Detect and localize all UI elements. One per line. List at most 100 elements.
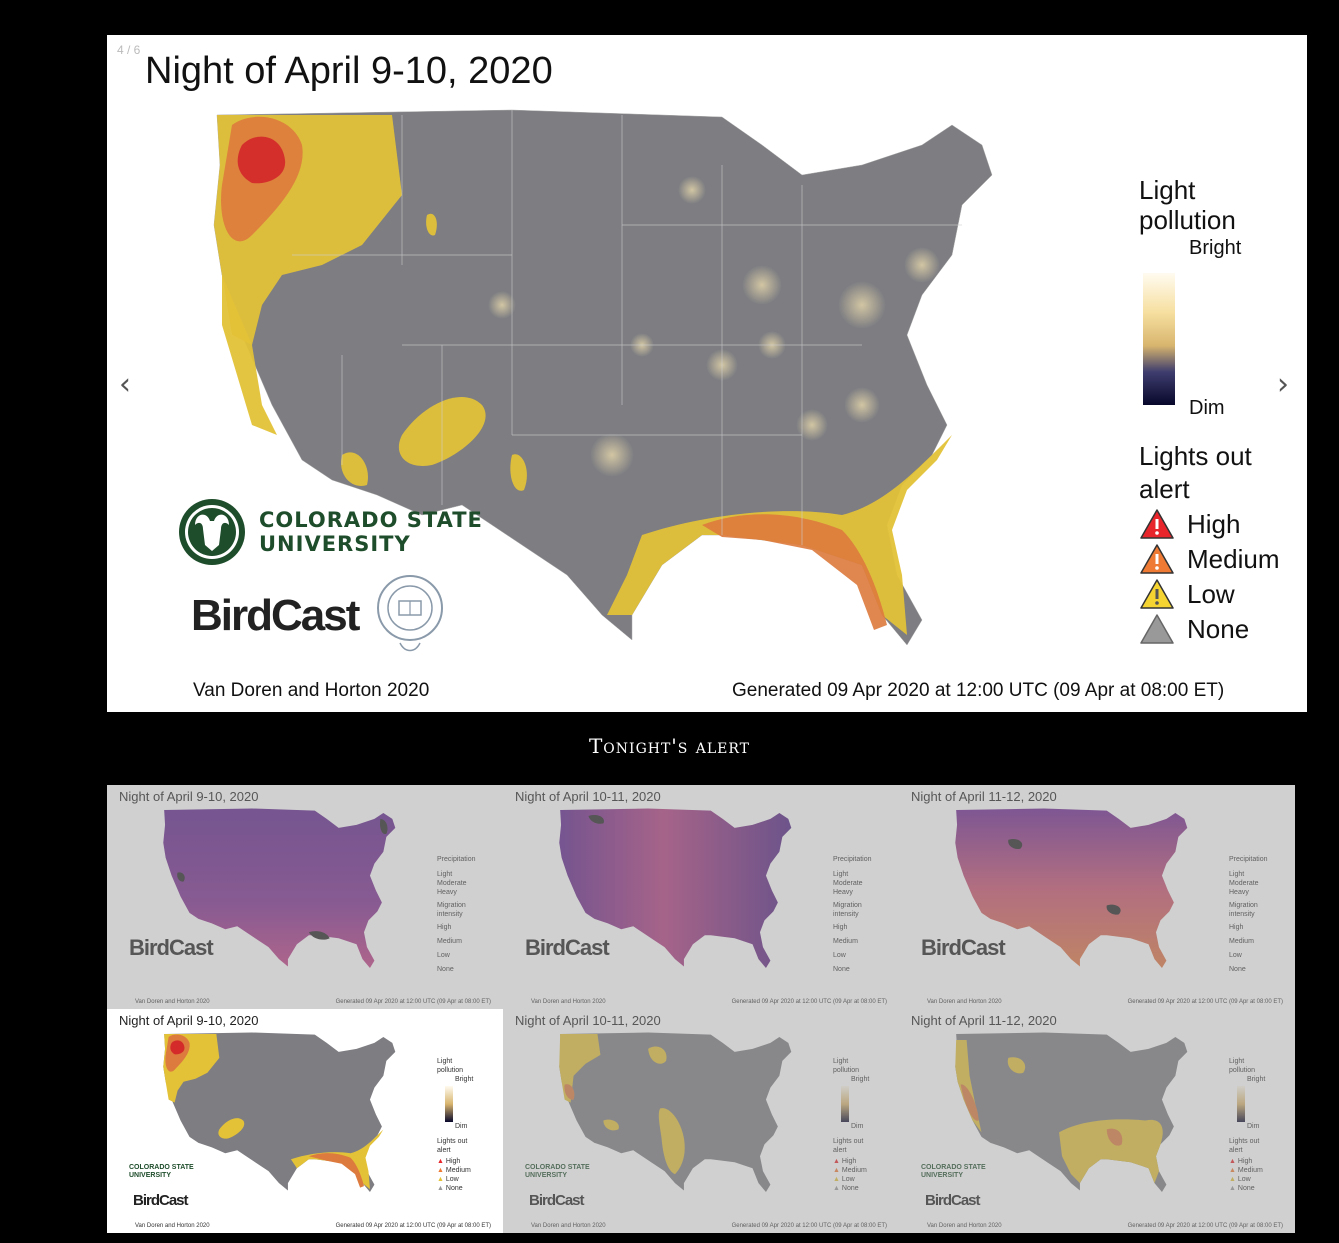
alert-title: alert [1229, 1147, 1243, 1154]
csu-logo: COLORADO STATE UNIVERSITY [921, 1164, 986, 1180]
alert-level-label: High [1237, 1158, 1253, 1165]
alert-title: Lights out [833, 1138, 864, 1145]
intensity-level: High [437, 924, 452, 931]
warning-low-icon: ▲ [833, 1176, 840, 1183]
thumbnail-migration-2[interactable]: Night of April 10-11, 2020 Precipitation… [503, 785, 899, 1009]
generated-timestamp: Generated 09 Apr 2020 at 12:00 UTC (09 A… [1127, 1223, 1283, 1229]
alert-title: alert [437, 1147, 451, 1154]
attribution: Van Doren and Horton 2020 [135, 1223, 210, 1229]
triangle-none-icon: ▲ [437, 1185, 444, 1192]
intensity-level: None [1229, 966, 1246, 973]
prev-slide-button[interactable]: ‹ [119, 367, 131, 402]
thumbnail-migration-3[interactable]: Night of April 11-12, 2020 Precipitation… [899, 785, 1295, 1009]
thumbnail-title: Night of April 10-11, 2020 [515, 789, 661, 804]
alert-level-label: High [445, 1158, 461, 1165]
warning-medium-icon: ▲ [1229, 1167, 1236, 1174]
light-pollution-map [559, 1032, 792, 1193]
light-pollution-map [955, 1032, 1188, 1193]
lights-out-alert-title: Lights out alert [1139, 440, 1252, 506]
alert-level-label: None [841, 1185, 859, 1192]
csu-logo: COLORADO STATE UNIVERSITY [129, 1164, 194, 1180]
precip-level: Heavy [437, 889, 457, 896]
thumbnail-title: Night of April 9-10, 2020 [119, 1013, 259, 1028]
intensity-level: Medium [1229, 938, 1254, 945]
next-slide-button[interactable]: › [1277, 367, 1289, 402]
alert-level-label: Medium [1187, 543, 1280, 574]
thumbnail-light-3[interactable]: Night of April 11-12, 2020 Light polluti… [899, 1009, 1295, 1233]
precip-level: Light [833, 871, 849, 878]
precip-level: Light [1229, 871, 1245, 878]
alert-title-line2: alert [1139, 474, 1190, 504]
intensity-level: Low [1229, 952, 1242, 959]
intensity-level: Medium [833, 938, 858, 945]
birdcast-logo: BirdCast [129, 935, 214, 960]
precip-legend: Precipitation Light Moderate Heavy Migra… [1229, 855, 1291, 974]
light-colorbar [1237, 1086, 1245, 1122]
triangle-none-icon: ▲ [1229, 1185, 1236, 1192]
precip-level: Light [437, 871, 453, 878]
attribution: Van Doren and Horton 2020 [927, 999, 1002, 1005]
csu-line1: COLORADO STATE [921, 1164, 986, 1171]
migration-title: Migration [437, 902, 466, 909]
birdcast-logo: BirdCast [191, 591, 360, 640]
precip-title: Precipitation [1229, 856, 1268, 863]
legend-dim-label: Dim [1189, 397, 1225, 419]
csu-line2: UNIVERSITY [259, 532, 411, 556]
light-pollution-colorbar [1143, 273, 1175, 405]
attribution: Van Doren and Horton 2020 [531, 1223, 606, 1229]
generated-timestamp: Generated 09 Apr 2020 at 12:00 UTC (09 A… [731, 999, 887, 1005]
csu-logo: COLORADO STATE UNIVERSITY [525, 1164, 590, 1180]
intensity-level: None [437, 966, 454, 973]
intensity-level: None [833, 966, 850, 973]
light-title: pollution [437, 1067, 464, 1074]
bright-label: Bright [1247, 1076, 1266, 1083]
csu-logo: COLORADO STATE UNIVERSITY [177, 497, 483, 567]
alert-level-label: None [445, 1185, 463, 1192]
attribution: Van Doren and Horton 2020 [193, 680, 430, 701]
precip-level: Moderate [1229, 880, 1259, 887]
alert-level-low: Low [1139, 578, 1235, 610]
migration-map [955, 808, 1188, 969]
birdcast-logo: BirdCast [921, 935, 1006, 960]
alert-region-low-arizona [341, 452, 368, 486]
alert-level-label: Medium [841, 1167, 867, 1174]
light-title: Light [833, 1058, 849, 1065]
precip-title: Precipitation [833, 856, 872, 863]
thumbnail-light-2[interactable]: Night of April 10-11, 2020 Light polluti… [503, 1009, 899, 1233]
intensity-level: Low [437, 952, 450, 959]
migration-title: intensity [1229, 911, 1255, 918]
light-title: Light [437, 1058, 453, 1065]
city-lights [488, 176, 940, 477]
light-legend: Light pollution Bright Dim Lights out al… [833, 1057, 895, 1193]
birdcast-logo: BirdCast [133, 1192, 189, 1209]
intensity-level: High [833, 924, 848, 931]
thumbnail-title: Night of April 9-10, 2020 [119, 789, 259, 804]
state-borders [292, 110, 962, 545]
migration-title: Migration [833, 902, 862, 909]
csu-line2: UNIVERSITY [525, 1172, 568, 1179]
dim-label: Dim [851, 1123, 864, 1130]
thumbnail-light-1-active[interactable]: Night of April 9-10, 2020 Light pollutio… [107, 1009, 503, 1233]
csu-line1: COLORADO STATE [129, 1164, 194, 1171]
generated-timestamp: Generated 09 Apr 2020 at 12:00 UTC (09 A… [1127, 999, 1283, 1005]
alert-level-label: None [1237, 1185, 1255, 1192]
generated-timestamp: Generated 09 Apr 2020 at 12:00 UTC (09 A… [335, 1223, 491, 1229]
alert-level-label: Low [1187, 578, 1235, 609]
alert-region-high-northwest [237, 136, 286, 184]
slide-counter: 4 / 6 [117, 43, 141, 57]
attribution: Van Doren and Horton 2020 [531, 999, 606, 1005]
light-title: pollution [833, 1067, 860, 1074]
migration-title: intensity [437, 911, 463, 918]
light-legend: Light pollution Bright Dim Lights out al… [437, 1057, 499, 1193]
dim-label: Dim [1247, 1123, 1260, 1130]
attribution: Van Doren and Horton 2020 [927, 1223, 1002, 1229]
triangle-none-icon [1140, 614, 1174, 644]
alert-level-label: Medium [445, 1167, 471, 1174]
section-caption: Tonight's alert [588, 734, 751, 758]
thumbnail-migration-1[interactable]: Night of April 9-10, 2020 Precipitation … [107, 785, 503, 1009]
migration-map [559, 808, 792, 969]
csu-line2: UNIVERSITY [921, 1172, 964, 1179]
alert-title: Lights out [437, 1138, 468, 1145]
map-legend: Light pollution Bright Dim Lights out al… [1139, 175, 1304, 644]
precip-legend: Precipitation Light Moderate Heavy Migra… [437, 855, 499, 974]
